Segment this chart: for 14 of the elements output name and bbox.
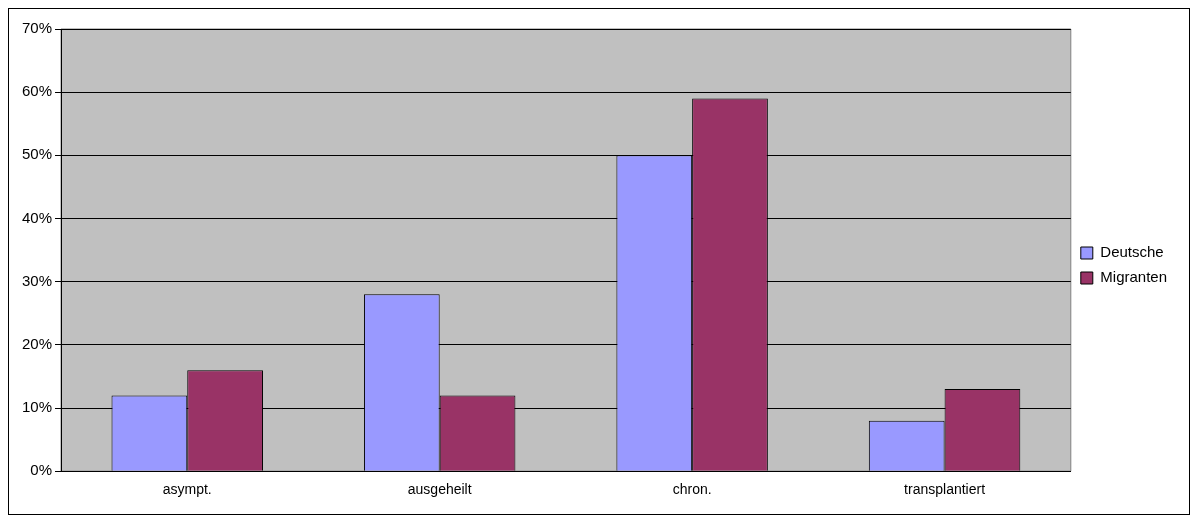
y-tick-label: 70%: [21, 19, 53, 37]
y-tick-label: 40%: [21, 208, 53, 226]
y-tick-label: 10%: [21, 398, 53, 416]
legend-label: Deutsche: [1100, 243, 1164, 261]
y-tick-label: 20%: [21, 335, 53, 352]
x-tick-label: ausgeheilt: [407, 481, 472, 498]
x-tick-label: transplantiert: [904, 481, 986, 498]
y-tick-label: 0%: [30, 461, 53, 479]
x-tick-label: chron.: [672, 481, 712, 498]
legend-label: Migranten: [1100, 268, 1167, 286]
y-tick-label: 60%: [21, 82, 53, 100]
y-tick-label: 30%: [21, 271, 53, 289]
x-tick-label: asympt.: [162, 481, 212, 498]
y-tick-label: 50%: [21, 145, 53, 163]
